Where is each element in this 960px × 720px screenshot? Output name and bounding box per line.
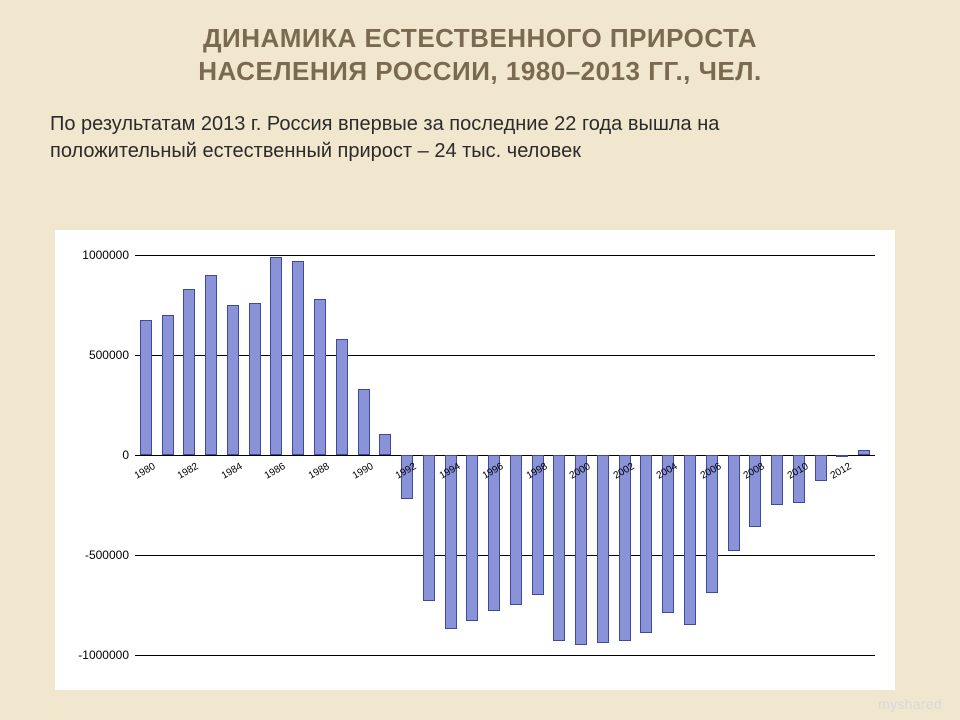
watermark-text: myshared: [878, 696, 942, 712]
bar: [140, 320, 152, 455]
y-gridline: [135, 655, 875, 656]
bar: [575, 455, 587, 645]
slide-subtitle: По результатам 2013 г. Россия впервые за…: [50, 111, 870, 165]
x-tick-label: 1986: [248, 461, 288, 491]
y-gridline: [135, 455, 875, 456]
y-tick-label: 1000000: [57, 249, 129, 261]
bar: [205, 275, 217, 455]
x-tick-label: 1980: [117, 461, 157, 491]
bar: [836, 455, 848, 457]
bar: [728, 455, 740, 551]
bar: [358, 389, 370, 455]
bar: [227, 305, 239, 455]
y-tick-label: 0: [57, 449, 129, 461]
bar: [445, 455, 457, 629]
y-tick-label: 500000: [57, 349, 129, 361]
x-tick-label: 1984: [204, 461, 244, 491]
chart-area: -1000000-5000000500000100000019801982198…: [55, 230, 895, 690]
bar: [270, 257, 282, 455]
y-gridline: [135, 355, 875, 356]
bar: [619, 455, 631, 641]
chart-plot: -1000000-5000000500000100000019801982198…: [135, 245, 875, 675]
bar: [858, 450, 870, 455]
x-tick-label: 1982: [161, 461, 201, 491]
x-tick-label: 1988: [291, 461, 331, 491]
bar: [292, 261, 304, 455]
slide-page: ДИНАМИКА ЕСТЕСТВЕННОГО ПРИРОСТА НАСЕЛЕНИ…: [0, 0, 960, 720]
bar: [379, 434, 391, 455]
bar: [314, 299, 326, 455]
y-tick-label: -1000000: [57, 649, 129, 661]
x-tick-label: 1990: [335, 461, 375, 491]
bar: [336, 339, 348, 455]
title-line-2: НАСЕЛЕНИЯ РОССИИ, 1980–2013 ГГ., ЧЕЛ.: [198, 56, 761, 86]
title-line-1: ДИНАМИКА ЕСТЕСТВЕННОГО ПРИРОСТА: [203, 23, 757, 53]
y-gridline: [135, 555, 875, 556]
bar: [183, 289, 195, 455]
bar: [249, 303, 261, 455]
bar: [162, 315, 174, 455]
y-tick-label: -500000: [57, 549, 129, 561]
y-gridline: [135, 255, 875, 256]
slide-title: ДИНАМИКА ЕСТЕСТВЕННОГО ПРИРОСТА НАСЕЛЕНИ…: [50, 22, 910, 87]
